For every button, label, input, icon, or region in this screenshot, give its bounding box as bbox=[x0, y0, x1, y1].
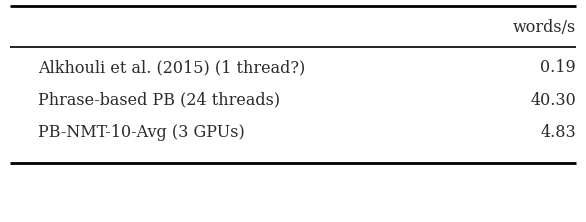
Text: 0.19: 0.19 bbox=[540, 59, 576, 77]
Text: 4.83: 4.83 bbox=[540, 123, 576, 141]
Text: Phrase-based PB (24 threads): Phrase-based PB (24 threads) bbox=[38, 91, 280, 109]
Text: words/s: words/s bbox=[513, 20, 576, 36]
Text: Alkhouli et al. (2015) (1 thread?): Alkhouli et al. (2015) (1 thread?) bbox=[38, 59, 305, 77]
Text: PB-NMT-10-Avg (3 GPUs): PB-NMT-10-Avg (3 GPUs) bbox=[38, 123, 245, 141]
Text: 40.30: 40.30 bbox=[530, 91, 576, 109]
